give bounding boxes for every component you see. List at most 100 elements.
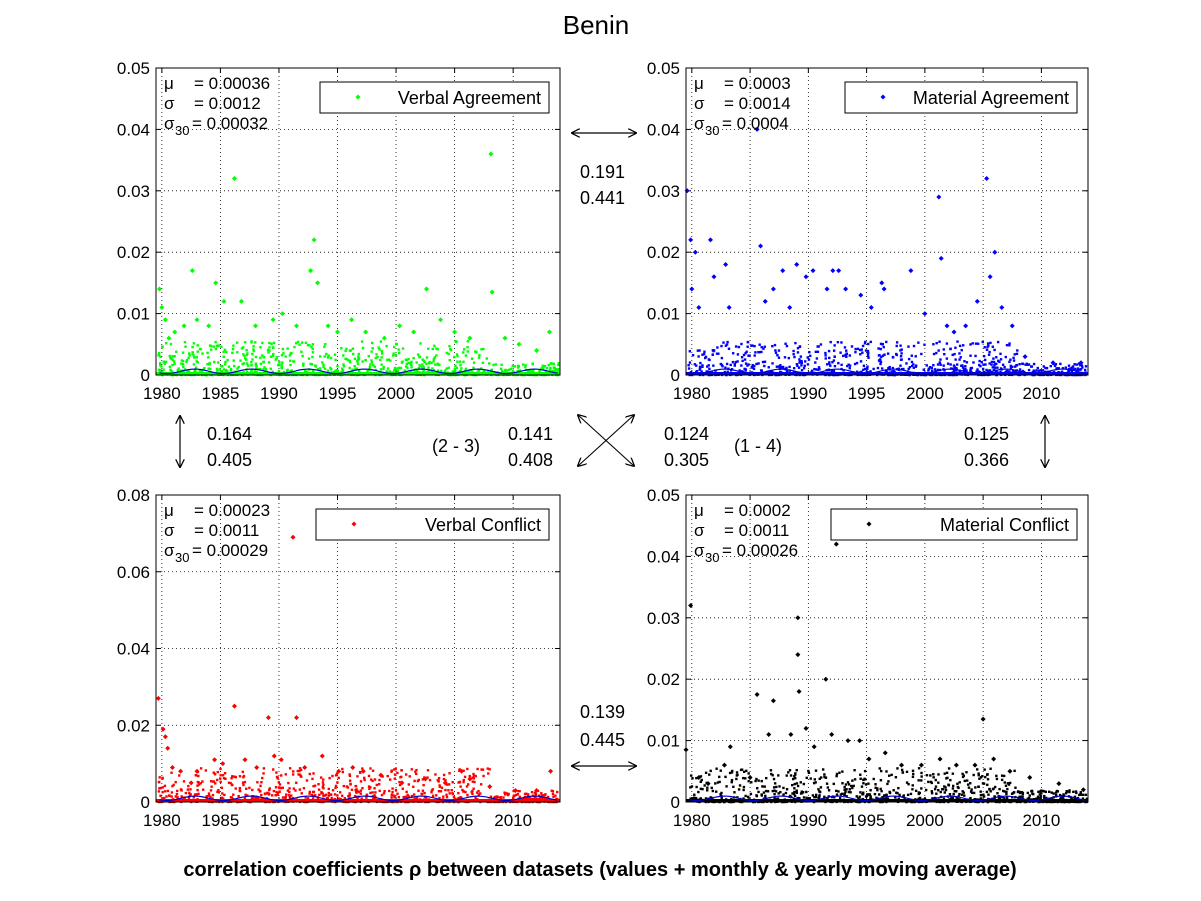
cloud-point	[552, 795, 555, 798]
cloud-point	[764, 789, 768, 793]
cloud-point	[447, 783, 451, 786]
sigma30-subscript: 30	[175, 123, 189, 138]
cloud-point	[371, 779, 374, 783]
cloud-point	[767, 366, 770, 369]
cloud-point	[221, 365, 224, 368]
cloud-point	[795, 782, 799, 785]
cloud-point	[169, 356, 172, 360]
cloud-point	[195, 793, 198, 796]
cloud-point	[252, 349, 256, 353]
cloud-point	[439, 790, 443, 793]
cloud-point	[508, 368, 511, 371]
cloud-point	[271, 370, 274, 374]
cloud-point	[447, 352, 450, 356]
cloud-point	[807, 358, 811, 361]
cloud-point	[334, 784, 338, 788]
cloud-point	[369, 786, 372, 789]
cloud-point	[833, 796, 836, 799]
cloud-point	[845, 795, 848, 798]
data-point	[1009, 323, 1015, 329]
cloud-point	[828, 356, 831, 360]
cloud-point	[406, 796, 409, 799]
cloud-point	[278, 360, 281, 364]
cloud-point	[445, 793, 448, 797]
cloud-point	[431, 367, 434, 370]
cloud-point	[944, 788, 948, 792]
data-point	[169, 764, 175, 770]
cloud-point	[347, 794, 350, 798]
cloud-point	[998, 797, 1002, 800]
cloud-point	[826, 786, 830, 789]
cloud-point	[355, 367, 359, 370]
cloud-point	[905, 362, 908, 365]
cloud-point	[487, 772, 490, 775]
cloud-point	[817, 796, 821, 800]
data-point	[692, 249, 698, 255]
correlation-value: 0.124	[664, 424, 709, 444]
data-point	[311, 237, 317, 243]
cloud-point	[1070, 370, 1073, 373]
cloud-point	[744, 369, 747, 372]
cloud-point	[818, 777, 821, 780]
monthly-average-line	[689, 795, 1086, 802]
cloud-point	[946, 362, 950, 365]
cloud-point	[310, 345, 313, 349]
cloud-point	[354, 784, 358, 788]
cloud-point	[912, 366, 916, 369]
data-point	[279, 311, 285, 317]
cloud-point	[268, 341, 271, 345]
cloud-point	[736, 773, 739, 777]
cloud-point	[157, 780, 161, 784]
cloud-point	[843, 788, 846, 791]
x-tick-label: 1995	[848, 811, 886, 830]
cloud-point	[897, 786, 900, 790]
cloud-point	[323, 345, 326, 348]
cloud-point	[808, 797, 811, 800]
cloud-point	[309, 362, 312, 366]
cloud-point	[770, 772, 773, 776]
data-point	[278, 757, 284, 763]
cloud-point	[740, 364, 743, 367]
cloud-point	[208, 363, 211, 366]
cloud-point	[311, 797, 315, 800]
cloud-point	[524, 364, 527, 367]
cloud-point	[828, 362, 831, 365]
cloud-point	[161, 790, 164, 794]
data-point	[707, 237, 713, 243]
cloud-point	[937, 789, 940, 792]
cloud-point	[862, 778, 865, 782]
cloud-point	[272, 768, 275, 771]
cloud-point	[321, 361, 324, 364]
cloud-point	[353, 364, 356, 368]
legend: Verbal Conflict	[315, 508, 550, 541]
cloud-point	[847, 790, 851, 794]
sigma30-symbol: σ	[164, 114, 175, 133]
cloud-point	[186, 369, 189, 373]
cloud-point	[157, 790, 161, 793]
cloud-point	[804, 360, 807, 363]
cloud-point	[274, 786, 278, 789]
cloud-point	[866, 367, 869, 370]
cloud-point	[1031, 792, 1034, 795]
cloud-point	[725, 362, 729, 366]
cloud-point	[794, 341, 797, 345]
sigma-value: = 0.0012	[194, 94, 261, 113]
cloud-point	[1026, 797, 1029, 801]
cloud-point	[455, 340, 458, 344]
cloud-point	[276, 363, 280, 367]
cloud-point	[482, 774, 485, 778]
data-point	[868, 304, 874, 310]
cloud-point	[793, 355, 796, 359]
cloud-point	[974, 786, 977, 789]
mu-symbol: μ	[694, 501, 704, 520]
cloud-point	[888, 365, 891, 369]
cloud-point	[764, 794, 767, 798]
cloud-point	[409, 362, 412, 365]
cloud-point	[455, 366, 459, 370]
cloud-point	[1004, 784, 1008, 787]
sigma-symbol: σ	[694, 94, 705, 113]
cloud-point	[744, 352, 747, 355]
cloud-point	[983, 358, 987, 362]
cloud-point	[224, 368, 228, 372]
